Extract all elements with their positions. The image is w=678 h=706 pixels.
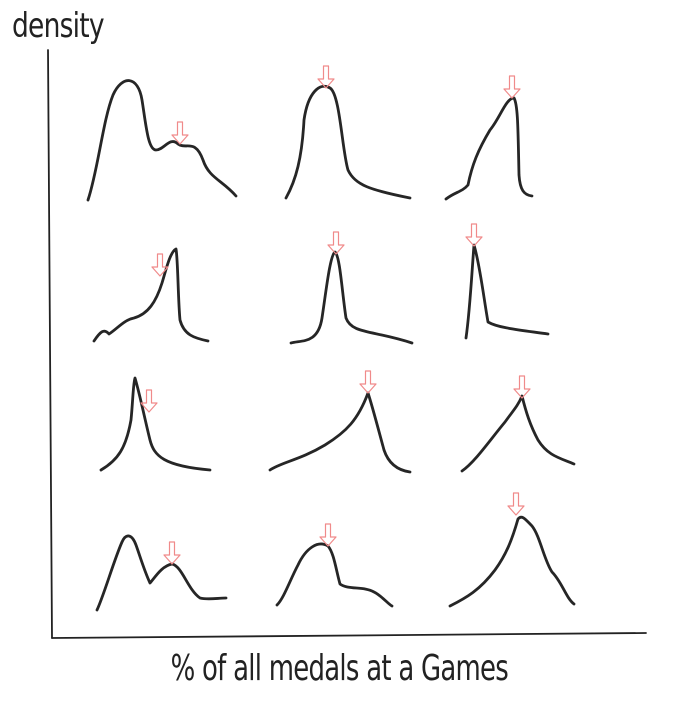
- density-curve-r1c3: [444, 96, 534, 201]
- arrow-marker-icon-r2c3: [465, 223, 483, 247]
- density-curve-r2c3: [464, 243, 550, 340]
- arrow-marker-icon-r4c1: [163, 541, 181, 565]
- arrow-marker-icon-r1c3: [503, 75, 521, 99]
- density-curve-r3c2: [268, 391, 412, 474]
- y-axis-line: [47, 49, 53, 639]
- density-curve-r4c3: [448, 515, 576, 608]
- density-curve-r3c3: [460, 394, 576, 473]
- density-curve-r4c1: [95, 534, 228, 612]
- density-curve-r1c2: [284, 85, 412, 200]
- arrow-marker-icon-r4c2: [319, 523, 337, 547]
- density-curve-r2c2: [289, 250, 414, 345]
- density-curve-r1c1: [86, 79, 238, 202]
- y-axis-label: density: [12, 6, 105, 46]
- x-axis-line: [51, 632, 647, 639]
- density-curve-r2c1: [92, 247, 210, 343]
- arrow-marker-icon-r3c3: [513, 375, 531, 399]
- arrow-marker-icon-r3c2: [359, 370, 377, 394]
- arrow-marker-icon-r3c1: [140, 389, 158, 413]
- arrow-marker-icon-r1c2: [317, 65, 335, 89]
- arrow-marker-icon-r1c1: [171, 121, 189, 145]
- x-axis-label: % of all medals at a Games: [170, 648, 508, 689]
- density-curve-r4c2: [275, 542, 394, 608]
- x-axis-label-wrap: % of all medals at a Games: [0, 648, 678, 689]
- arrow-marker-icon-r2c1: [151, 253, 169, 277]
- density-curve-r3c1: [99, 376, 212, 472]
- arrow-marker-icon-r4c3: [507, 492, 525, 516]
- arrow-marker-icon-r2c2: [327, 231, 345, 255]
